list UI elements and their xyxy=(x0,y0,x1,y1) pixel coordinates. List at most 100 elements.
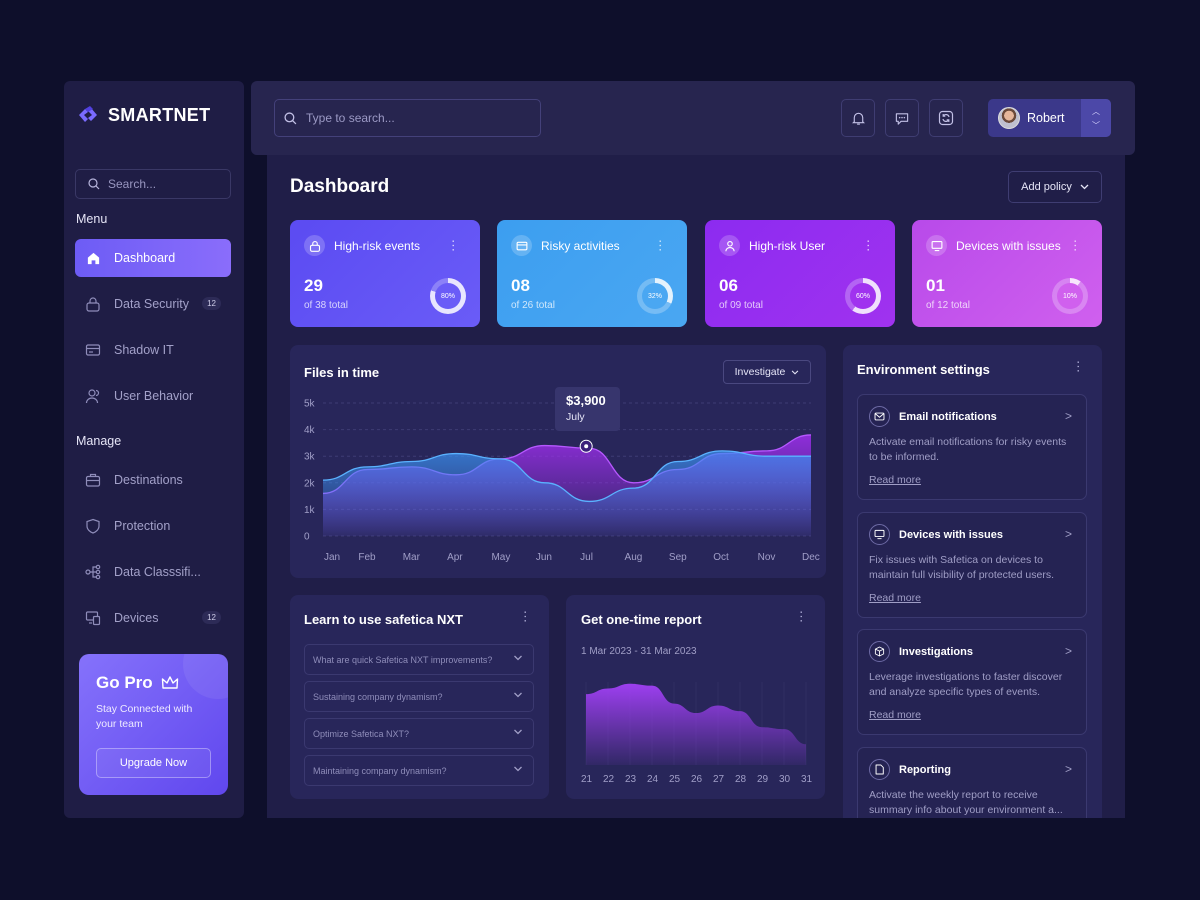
chevron-down-icon xyxy=(514,766,522,772)
x-tick-label: 26 xyxy=(691,774,703,785)
investigate-dropdown[interactable]: Investigate xyxy=(723,360,811,384)
more-options-icon[interactable]: ⋯ xyxy=(861,239,876,251)
chevron-down-icon xyxy=(792,369,799,375)
faq-item-label: Sustaining company dynamism? xyxy=(313,691,443,702)
faq-item[interactable]: Maintaining company dynamism? xyxy=(304,755,534,786)
monitor-icon xyxy=(869,524,890,545)
notifications-button[interactable] xyxy=(841,99,875,137)
briefcase-icon xyxy=(84,471,102,489)
user-profile[interactable]: Robert xyxy=(988,99,1081,137)
sidebar-item-label: Shadow IT xyxy=(114,343,174,357)
global-search-placeholder: Type to search... xyxy=(306,111,395,125)
mail-icon xyxy=(869,406,890,427)
sidebar-item-data-classification[interactable]: Data Classsifi... xyxy=(75,553,231,591)
sidebar-item-dashboard[interactable]: Dashboard xyxy=(75,239,231,277)
stat-card-label: High-risk User xyxy=(749,238,826,253)
highlight-point-center xyxy=(584,444,589,449)
more-options-icon[interactable]: ⋯ xyxy=(794,610,809,622)
series-line xyxy=(322,450,811,503)
y-tick-label: 0 xyxy=(304,532,310,543)
read-more-link[interactable]: Read more xyxy=(869,592,921,604)
card-icon xyxy=(511,235,532,256)
chevron-right-icon[interactable]: > xyxy=(1064,409,1072,423)
stat-total: of 12 total xyxy=(926,300,970,311)
more-options-icon[interactable]: ⋯ xyxy=(446,239,461,251)
faq-item[interactable]: Optimize Safetica NXT? xyxy=(304,718,534,749)
chevron-down-icon: ﹀ xyxy=(1092,120,1100,130)
sidebar-search-input[interactable]: Search... xyxy=(75,169,231,199)
progress-ring: 60% xyxy=(845,278,881,314)
add-policy-button[interactable]: Add policy xyxy=(1008,171,1102,203)
chevron-right-icon[interactable]: > xyxy=(1064,644,1072,658)
more-options-icon[interactable]: ⋯ xyxy=(653,239,668,251)
area-series xyxy=(586,683,806,765)
y-tick-label: 3k xyxy=(304,452,316,463)
report-title: Get one-time report xyxy=(581,612,702,627)
hierarchy-icon xyxy=(84,563,102,581)
progress-ring: 80% xyxy=(430,278,466,314)
stat-card-risky-activities[interactable]: Risky activities ⋯ 08 of 26 total 32% xyxy=(497,220,687,327)
read-more-link[interactable]: Read more xyxy=(869,709,921,721)
messages-button[interactable] xyxy=(885,99,919,137)
chevron-right-icon[interactable]: > xyxy=(1064,527,1072,541)
faq-item[interactable]: Sustaining company dynamism? xyxy=(304,681,534,712)
menu-section-label: Menu xyxy=(76,212,108,226)
env-item-email-notifications[interactable]: Email notifications > Activate email not… xyxy=(857,394,1087,500)
stat-card-high-risk-user[interactable]: High-risk User ⋯ 06 of 09 total 60% xyxy=(705,220,895,327)
global-search-input[interactable]: Type to search... xyxy=(274,99,541,137)
x-tick-label: Jul xyxy=(580,552,593,563)
search-icon xyxy=(88,178,100,190)
stat-value: 29 xyxy=(304,276,323,295)
faq-item[interactable]: What are quick Safetica NXT improvements… xyxy=(304,644,534,675)
x-tick-label: 30 xyxy=(779,774,791,785)
x-tick-label: Dec xyxy=(802,552,820,563)
stat-card-label: Risky activities xyxy=(541,238,620,253)
sidebar-item-protection[interactable]: Protection xyxy=(75,507,231,545)
user-name: Robert xyxy=(1027,111,1065,125)
env-item-investigations[interactable]: Investigations > Leverage investigations… xyxy=(857,629,1087,735)
crown-icon xyxy=(161,676,178,689)
more-options-icon[interactable]: ⋯ xyxy=(1068,239,1083,251)
sidebar-item-label: Dashboard xyxy=(114,251,176,265)
files-in-time-chart: 0 1k 2k 3k 4k 5k Jan Feb Mar Apr May Jun Jul Aug Sep Oc… xyxy=(304,399,820,564)
stat-card-high-risk-events[interactable]: High-risk events ⋯ 29 of 38 total 80% xyxy=(290,220,480,327)
sidebar-item-devices[interactable]: Devices 12 xyxy=(75,599,231,637)
app-logo[interactable]: SMARTNET xyxy=(76,103,210,127)
x-tick-label: Apr xyxy=(447,552,463,563)
avatar xyxy=(998,107,1020,129)
env-item-description: Activate the weekly report to receive su… xyxy=(869,789,1063,816)
x-tick-label: 21 xyxy=(581,774,593,785)
sidebar-item-user-behavior[interactable]: User Behavior xyxy=(75,377,231,415)
sidebar-item-label: Destinations xyxy=(114,473,183,487)
env-item-reporting[interactable]: Reporting > Activate the weekly report t… xyxy=(857,747,1087,818)
stat-card-header: Risky activities xyxy=(511,235,620,256)
stat-total: of 38 total xyxy=(304,300,348,311)
chevron-up-icon: ︿ xyxy=(1092,106,1100,116)
sidebar-item-destinations[interactable]: Destinations xyxy=(75,461,231,499)
chevron-right-icon[interactable]: > xyxy=(1064,762,1072,776)
stat-total: of 26 total xyxy=(511,300,555,311)
upgrade-now-button[interactable]: Upgrade Now xyxy=(96,748,211,778)
more-options-icon[interactable]: ⋯ xyxy=(518,610,533,622)
progress-ring: 10% xyxy=(1052,278,1088,314)
count-badge: 12 xyxy=(202,611,221,624)
tooltip-label: July xyxy=(566,411,585,423)
y-tick-label: 1k xyxy=(304,505,316,516)
stat-value: 08 xyxy=(511,276,530,295)
x-tick-label: 24 xyxy=(647,774,659,785)
x-tick-label: 29 xyxy=(757,774,769,785)
sidebar-item-data-security[interactable]: Data Security 12 xyxy=(75,285,231,323)
env-item-devices-with-issues[interactable]: Devices with issues > Fix issues with Sa… xyxy=(857,512,1087,618)
sync-button[interactable] xyxy=(929,99,963,137)
chat-icon xyxy=(895,112,909,125)
user-icon xyxy=(719,235,740,256)
more-options-icon[interactable]: ⋯ xyxy=(1071,360,1086,372)
user-menu[interactable]: Robert ︿ ﹀ xyxy=(988,99,1111,137)
stat-card-devices-with-issues[interactable]: Devices with issues ⋯ 01 of 12 total 10% xyxy=(912,220,1102,327)
env-item-title: Investigations xyxy=(899,646,973,658)
user-menu-toggle[interactable]: ︿ ﹀ xyxy=(1081,99,1111,137)
read-more-link[interactable]: Read more xyxy=(869,474,921,486)
box-icon xyxy=(869,641,890,662)
users-icon xyxy=(84,387,102,405)
sidebar-item-shadow-it[interactable]: Shadow IT xyxy=(75,331,231,369)
